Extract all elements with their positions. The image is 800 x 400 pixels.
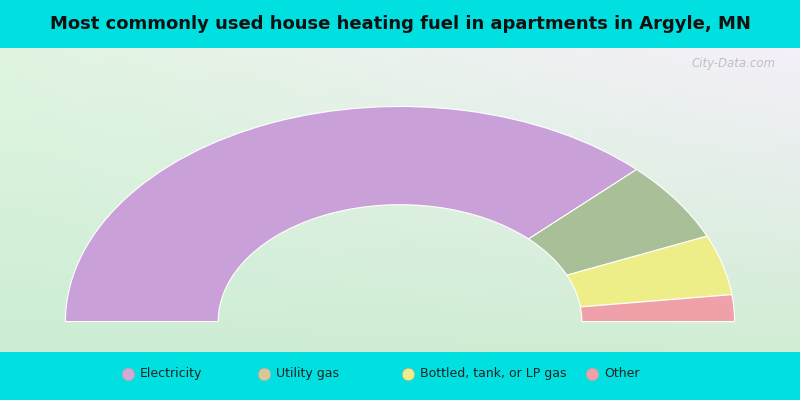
Text: Other: Other — [604, 367, 639, 380]
Text: Bottled, tank, or LP gas: Bottled, tank, or LP gas — [420, 367, 566, 380]
Wedge shape — [66, 106, 637, 322]
Text: Most commonly used house heating fuel in apartments in Argyle, MN: Most commonly used house heating fuel in… — [50, 15, 750, 33]
Wedge shape — [567, 236, 732, 307]
Text: City-Data.com: City-Data.com — [692, 57, 776, 70]
Text: Electricity: Electricity — [140, 367, 202, 380]
Wedge shape — [529, 170, 707, 275]
Wedge shape — [580, 295, 734, 322]
Text: Utility gas: Utility gas — [276, 367, 339, 380]
